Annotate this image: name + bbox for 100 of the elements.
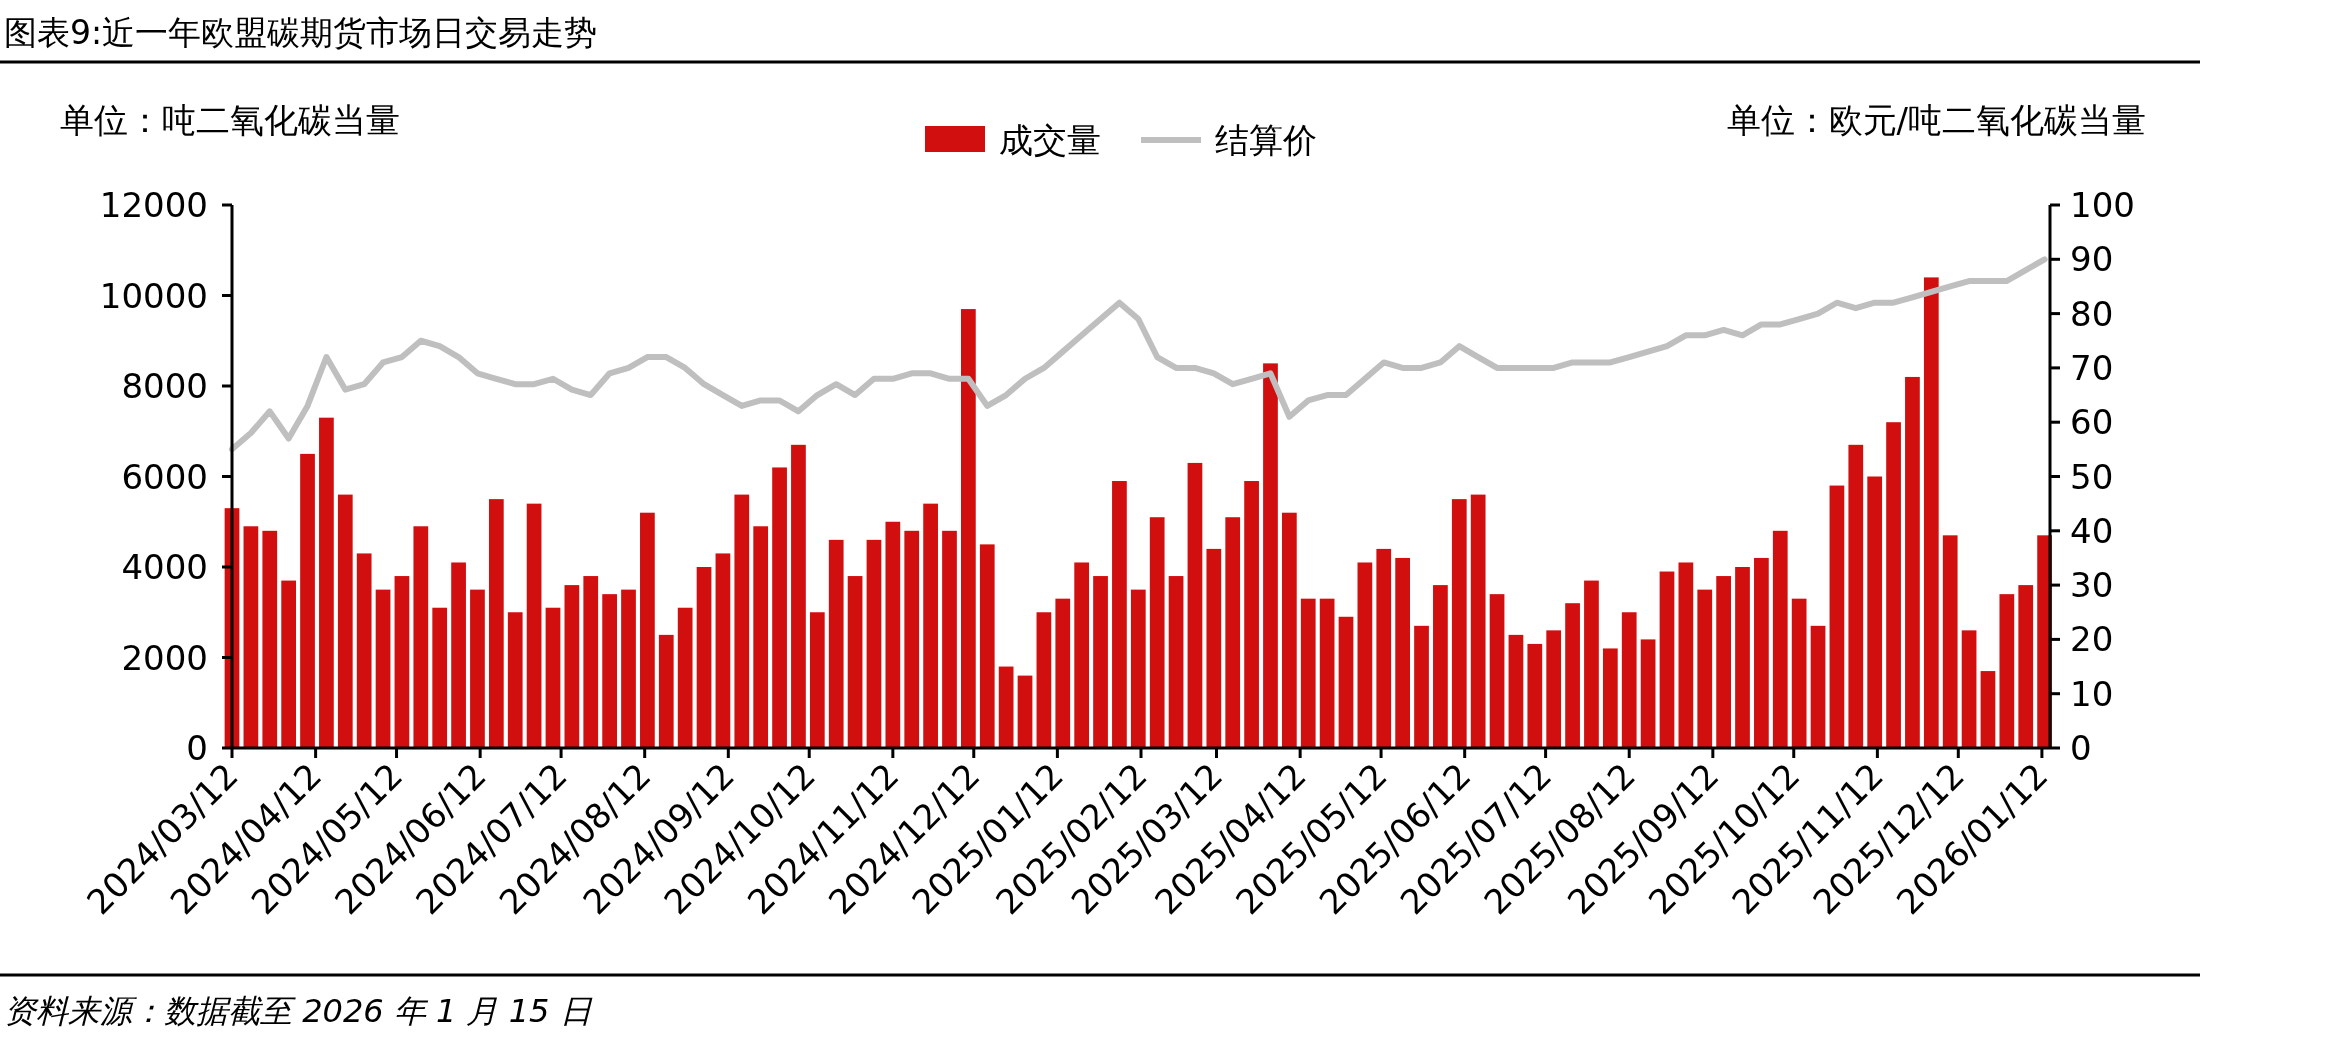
bar <box>1130 589 1146 748</box>
bar <box>507 612 523 748</box>
bar <box>1527 643 1543 748</box>
y-tick-label: 6000 <box>121 456 208 497</box>
chart-title: 图表9:近一年欧盟碳期货市场日交易走势 <box>4 13 598 52</box>
y2-tick-label: 30 <box>2070 565 2114 606</box>
bar <box>1187 462 1203 748</box>
bar <box>1300 598 1316 748</box>
bar <box>1697 589 1713 748</box>
bar <box>998 666 1014 748</box>
bar <box>640 512 655 748</box>
bar <box>1149 517 1165 748</box>
bar <box>1659 571 1675 748</box>
bar <box>734 494 750 748</box>
bar <box>1602 648 1618 748</box>
bar <box>1640 639 1656 748</box>
text: 资料来源：数据截至 2026 年 1 月 15 日 <box>4 992 593 1030</box>
bar <box>1565 603 1580 748</box>
bar <box>488 499 504 748</box>
bar <box>621 589 636 748</box>
bar <box>1810 625 1826 748</box>
y-tick-label: 12000 <box>99 185 208 225</box>
bar <box>262 530 278 748</box>
bar <box>1093 576 1108 748</box>
bar <box>1338 616 1354 748</box>
y-axis-title: 单位：吨二氧化碳当量 <box>60 100 400 140</box>
bar <box>1036 612 1052 748</box>
bar <box>885 521 901 748</box>
bar <box>337 494 353 748</box>
y2-tick-label: 0 <box>2070 728 2092 768</box>
bar <box>1263 363 1278 748</box>
bar <box>243 526 259 748</box>
bar <box>1829 485 1845 748</box>
bar <box>1433 585 1448 748</box>
bar <box>979 544 995 748</box>
bar <box>658 634 674 748</box>
bar <box>564 585 580 748</box>
bar <box>602 594 617 748</box>
y-tick-label: 0 <box>186 728 208 768</box>
bar <box>1999 594 2015 748</box>
y2-tick-label: 20 <box>2070 619 2114 660</box>
bar <box>526 503 542 748</box>
bar <box>1980 671 1996 748</box>
y2-axis-title: 单位：欧元/吨二氧化碳当量 <box>1726 100 2146 140</box>
bar <box>1451 499 1467 748</box>
bar <box>545 607 561 748</box>
bar <box>1206 548 1222 748</box>
bar <box>1942 535 1958 748</box>
bar <box>828 539 844 748</box>
bar <box>1395 557 1411 748</box>
bar <box>1168 576 1184 748</box>
bar <box>1508 634 1524 748</box>
bar <box>1357 562 1373 748</box>
y-tick-label: 10000 <box>99 275 208 316</box>
y2-tick-label: 10 <box>2070 673 2114 714</box>
y2-tick-label: 50 <box>2070 456 2114 497</box>
bar <box>1281 512 1297 748</box>
bar <box>1489 594 1505 748</box>
bar <box>772 467 787 748</box>
y-tick-label: 8000 <box>121 366 208 406</box>
bar <box>470 589 485 748</box>
legend-label: 结算价 <box>1215 120 1317 160</box>
y-tick-label: 2000 <box>121 637 208 678</box>
bar <box>961 309 976 748</box>
bar <box>1886 422 1901 748</box>
bar <box>1754 557 1769 748</box>
bar <box>1319 598 1335 748</box>
bar <box>583 576 599 748</box>
y2-tick-label: 60 <box>2070 402 2114 443</box>
bar <box>847 576 863 748</box>
legend-label: 成交量 <box>999 120 1101 160</box>
bar <box>319 417 334 748</box>
bar <box>942 530 957 748</box>
bar <box>1074 562 1090 748</box>
y-tick-label: 4000 <box>121 547 208 587</box>
bar <box>451 562 466 748</box>
bar <box>1546 630 1562 748</box>
bar <box>791 444 806 748</box>
bar <box>1017 675 1033 748</box>
bar <box>1772 530 1788 748</box>
bar <box>2018 585 2034 748</box>
bar <box>413 526 429 748</box>
bar <box>375 589 391 748</box>
bar <box>1376 548 1392 748</box>
bar <box>1414 625 1429 748</box>
bar <box>1716 576 1731 748</box>
bar <box>753 526 769 748</box>
bar <box>1244 481 1259 748</box>
bar <box>1112 481 1127 748</box>
bar <box>677 607 693 748</box>
bar <box>866 539 882 748</box>
bar <box>923 503 938 748</box>
bar <box>696 567 712 748</box>
bar <box>904 530 920 748</box>
bar <box>356 553 372 748</box>
bar <box>1225 517 1241 748</box>
y2-tick-label: 40 <box>2070 510 2114 551</box>
bar <box>1848 444 1864 748</box>
bar <box>1621 612 1637 748</box>
y2-tick-label: 80 <box>2070 293 2114 334</box>
